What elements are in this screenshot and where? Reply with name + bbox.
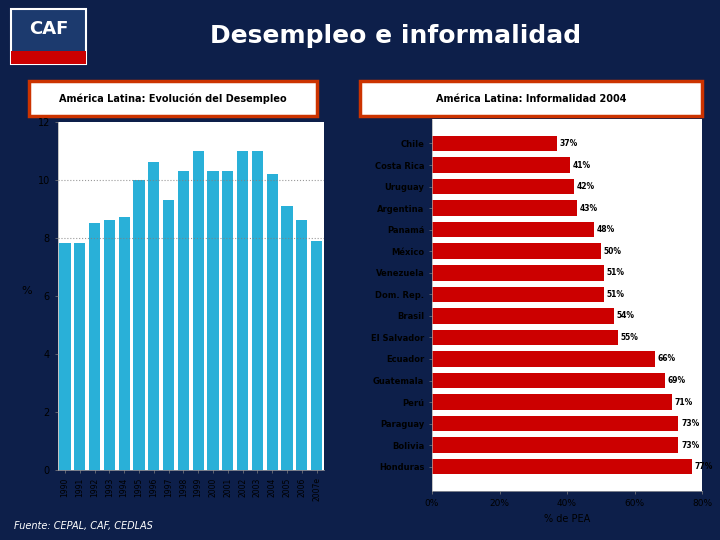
Bar xyxy=(163,200,174,470)
Bar xyxy=(432,308,614,323)
Bar xyxy=(432,136,557,151)
FancyBboxPatch shape xyxy=(360,81,702,116)
Bar xyxy=(432,244,600,259)
Bar xyxy=(432,222,594,238)
Bar xyxy=(432,351,654,367)
Bar xyxy=(432,437,678,453)
Bar xyxy=(148,162,159,470)
Bar xyxy=(266,174,278,470)
Bar xyxy=(296,220,307,470)
FancyBboxPatch shape xyxy=(29,81,317,116)
Bar xyxy=(432,179,574,194)
Text: 51%: 51% xyxy=(607,290,625,299)
Text: 55%: 55% xyxy=(621,333,638,342)
Y-axis label: %: % xyxy=(21,286,32,295)
Bar xyxy=(432,373,665,388)
Text: 48%: 48% xyxy=(597,225,615,234)
Bar xyxy=(311,240,322,470)
X-axis label: % de PEA: % de PEA xyxy=(544,514,590,524)
Bar xyxy=(207,171,219,470)
Text: 69%: 69% xyxy=(667,376,685,385)
Bar xyxy=(432,329,618,345)
Text: América Latina: Informalidad 2004: América Latina: Informalidad 2004 xyxy=(436,93,626,104)
Bar xyxy=(432,265,604,281)
Text: 42%: 42% xyxy=(577,182,595,191)
Bar xyxy=(119,217,130,470)
Bar xyxy=(432,200,577,216)
Bar xyxy=(432,157,570,173)
Text: Fuente: CEPAL, CAF, CEDLAS: Fuente: CEPAL, CAF, CEDLAS xyxy=(14,522,153,531)
Bar xyxy=(252,151,263,470)
Bar xyxy=(133,179,145,470)
Text: 71%: 71% xyxy=(675,397,693,407)
Text: 51%: 51% xyxy=(607,268,625,277)
Bar xyxy=(222,171,233,470)
Bar xyxy=(432,459,692,475)
Text: 43%: 43% xyxy=(580,204,598,213)
Text: 66%: 66% xyxy=(657,354,675,363)
Text: 41%: 41% xyxy=(573,160,591,170)
Text: 54%: 54% xyxy=(617,312,635,320)
FancyBboxPatch shape xyxy=(11,9,86,64)
Bar xyxy=(89,223,100,470)
Bar xyxy=(193,151,204,470)
Text: 73%: 73% xyxy=(681,441,699,450)
Text: Desempleo e informalidad: Desempleo e informalidad xyxy=(210,24,582,49)
Bar xyxy=(432,416,678,431)
Bar xyxy=(104,220,115,470)
Bar xyxy=(432,287,604,302)
Bar xyxy=(178,171,189,470)
Bar xyxy=(432,394,672,410)
FancyBboxPatch shape xyxy=(11,51,86,64)
Text: 73%: 73% xyxy=(681,419,699,428)
Text: América Latina: Evolución del Desempleo: América Latina: Evolución del Desempleo xyxy=(59,93,287,104)
Text: 77%: 77% xyxy=(695,462,713,471)
Bar xyxy=(282,206,292,470)
Bar xyxy=(237,151,248,470)
Text: 37%: 37% xyxy=(559,139,578,148)
Text: CAF: CAF xyxy=(30,20,68,38)
Bar xyxy=(74,244,86,470)
Bar xyxy=(60,244,71,470)
Text: 50%: 50% xyxy=(603,247,621,256)
